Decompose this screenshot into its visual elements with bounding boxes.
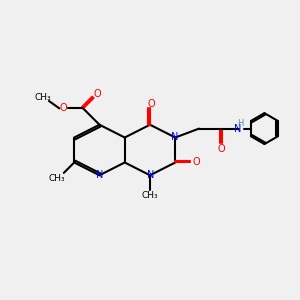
Text: O: O — [93, 89, 101, 99]
Text: N: N — [234, 124, 242, 134]
Text: N: N — [171, 132, 178, 142]
Text: CH₃: CH₃ — [142, 191, 158, 200]
Text: CH₃: CH₃ — [48, 174, 65, 183]
Text: H: H — [238, 119, 244, 128]
Text: O: O — [193, 158, 200, 167]
Text: N: N — [147, 170, 154, 180]
Text: O: O — [148, 99, 155, 109]
Text: CH₃: CH₃ — [35, 93, 51, 102]
Text: O: O — [60, 103, 68, 113]
Text: N: N — [96, 170, 104, 180]
Text: O: O — [218, 144, 225, 154]
